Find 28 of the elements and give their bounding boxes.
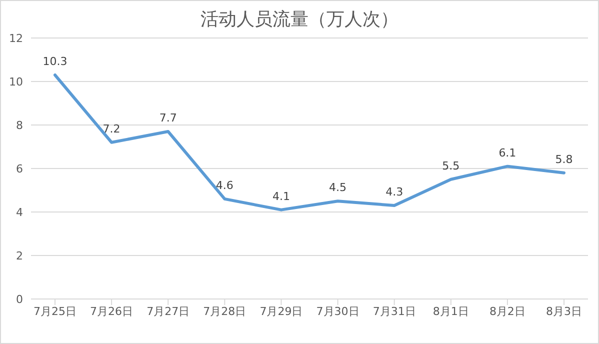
y-tick-label: 6 <box>16 162 23 176</box>
y-tick-label: 10 <box>9 75 23 88</box>
x-tick-label: 7月25日 <box>34 304 76 318</box>
data-label: 4.3 <box>386 185 404 198</box>
data-label: 5.8 <box>555 152 573 166</box>
chart-title: 活动人员流量（万人次） <box>200 8 400 31</box>
data-label: 6.1 <box>498 146 516 160</box>
data-label: 4.6 <box>216 178 234 192</box>
x-tick-label: 8月2日 <box>489 304 526 318</box>
x-tick-label: 7月31日 <box>372 304 416 318</box>
x-tick-label: 8月3日 <box>546 304 582 318</box>
data-label: 7.7 <box>159 112 177 125</box>
x-tick-label: 7月28日 <box>203 304 246 318</box>
x-tick-label: 8月1日 <box>432 304 469 318</box>
x-tick-label: 7月27日 <box>146 304 190 318</box>
data-label: 5.5 <box>442 159 460 172</box>
data-label: 10.3 <box>42 54 68 68</box>
y-tick-label: 8 <box>16 118 23 132</box>
y-tick-label: 0 <box>16 292 23 306</box>
data-label: 7.2 <box>102 122 120 136</box>
data-label: 4.1 <box>272 190 290 203</box>
y-tick-label: 12 <box>9 32 23 45</box>
x-tick-label: 7月29日 <box>260 304 303 318</box>
data-label: 4.5 <box>329 181 347 194</box>
y-tick-label: 2 <box>16 249 23 262</box>
x-tick-label: 7月30日 <box>316 304 360 318</box>
y-tick-label: 4 <box>16 206 23 219</box>
x-tick-label: 7月26日 <box>90 304 134 318</box>
